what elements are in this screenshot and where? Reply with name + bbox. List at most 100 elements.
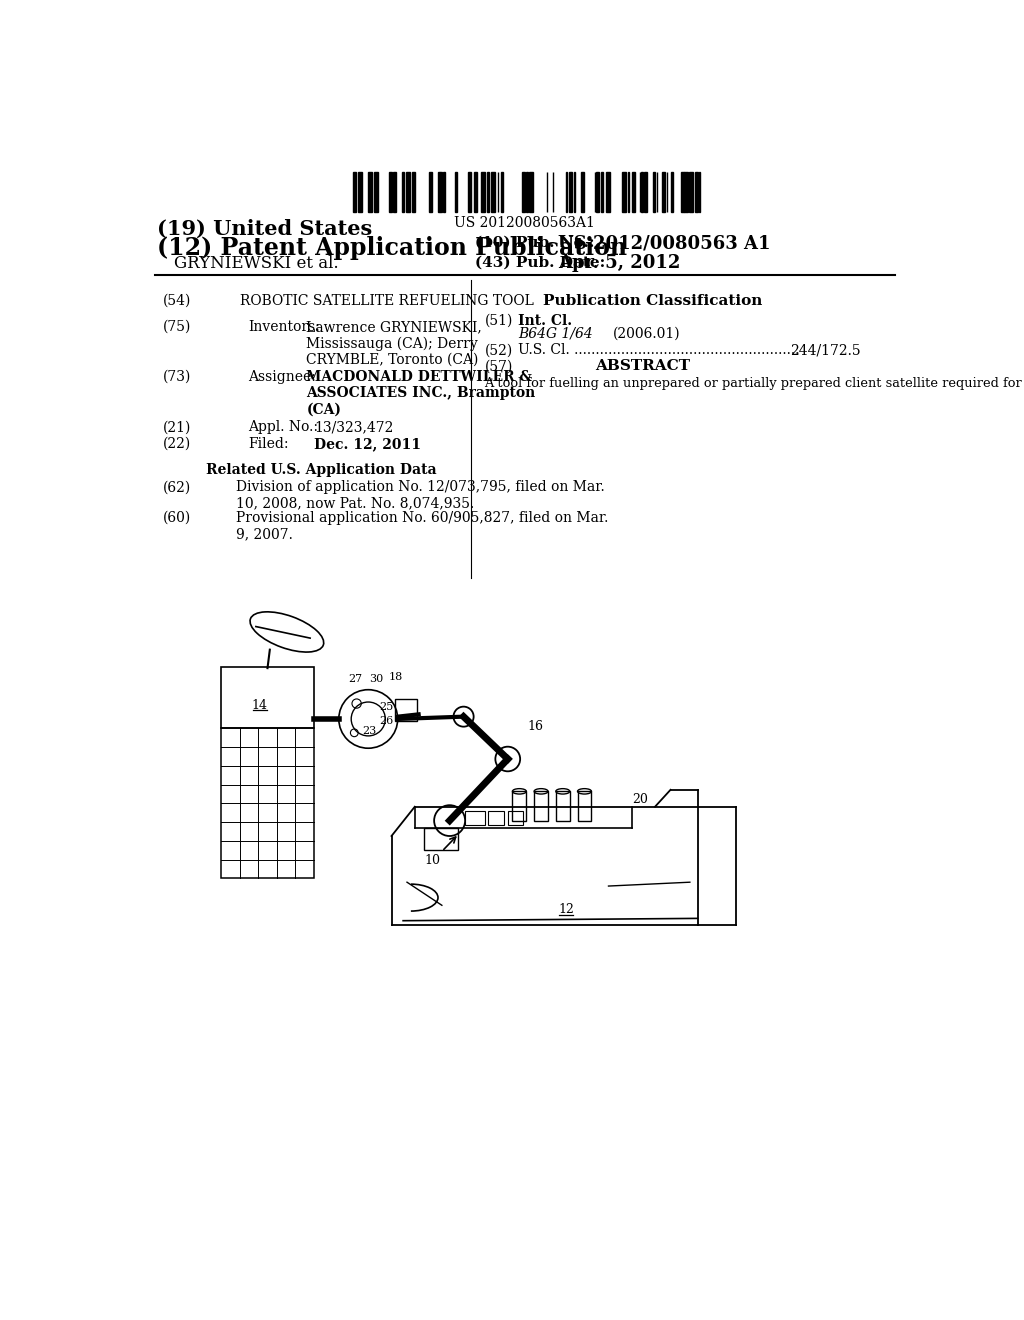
Text: (12) Patent Application Publication: (12) Patent Application Publication (158, 236, 628, 260)
Bar (221, 729, 314, 878)
Bar (358, 173, 362, 213)
Text: Apr. 5, 2012: Apr. 5, 2012 (558, 255, 681, 272)
Text: Inventors:: Inventors: (248, 321, 319, 334)
Text: (60): (60) (163, 511, 191, 525)
Bar (424, 829, 458, 850)
Bar (582, 173, 584, 213)
Text: Appl. No.:: Appl. No.: (248, 420, 318, 434)
Bar (601, 173, 603, 213)
Text: Provisional application No. 60/905,827, filed on Mar.
9, 2007.: Provisional application No. 60/905,827, … (237, 511, 609, 541)
Bar (556, 792, 569, 821)
Bar (393, 173, 396, 213)
Text: (19) United States: (19) United States (158, 219, 373, 239)
Text: (22): (22) (163, 437, 191, 451)
Bar (606, 173, 610, 213)
Bar (443, 173, 445, 213)
Bar (389, 173, 391, 213)
Bar (644, 173, 647, 213)
Bar (684, 173, 687, 213)
Bar (492, 173, 496, 213)
Bar (395, 700, 417, 721)
Text: (10) Pub. No.:: (10) Pub. No.: (475, 236, 595, 249)
Text: 12: 12 (558, 903, 573, 916)
Bar (488, 812, 504, 825)
Bar (438, 173, 439, 213)
Text: 30: 30 (369, 675, 383, 684)
Bar (641, 173, 643, 213)
Bar (535, 792, 548, 821)
Text: GRYNIEWSKI et al.: GRYNIEWSKI et al. (174, 255, 339, 272)
Text: (57): (57) (484, 359, 513, 374)
Bar (596, 173, 599, 213)
Text: A tool for fuelling an unprepared or partially prepared client satellite require: A tool for fuelling an unprepared or par… (484, 378, 1024, 391)
Bar (672, 173, 673, 213)
Text: (73): (73) (163, 370, 191, 384)
Text: 10: 10 (425, 854, 440, 867)
Text: 20: 20 (632, 792, 647, 805)
Text: Assignee:: Assignee: (248, 370, 316, 384)
Text: Filed:: Filed: (248, 437, 289, 451)
Text: 13/323,472: 13/323,472 (314, 420, 393, 434)
Bar (481, 173, 485, 213)
Text: MACDONALD DETTWILER &
ASSOCIATES INC., Brampton
(CA): MACDONALD DETTWILER & ASSOCIATES INC., B… (306, 370, 536, 417)
Bar (569, 173, 570, 213)
Text: Publication Classification: Publication Classification (543, 294, 762, 308)
Text: US 20120080563A1: US 20120080563A1 (455, 216, 595, 230)
Bar (508, 812, 523, 825)
Text: (51): (51) (484, 314, 513, 327)
Bar (375, 173, 378, 213)
Bar (695, 173, 697, 213)
Bar (522, 173, 525, 213)
Bar (578, 792, 592, 821)
Bar (681, 173, 684, 213)
Bar (352, 173, 356, 213)
Text: B64G 1/64: B64G 1/64 (518, 326, 593, 341)
Text: Lawrence GRYNIEWSKI,
Mississauga (CA); Derry
CRYMBLE, Toronto (CA): Lawrence GRYNIEWSKI, Mississauga (CA); D… (306, 321, 482, 367)
Text: 27: 27 (348, 675, 362, 684)
Text: 26: 26 (379, 715, 393, 726)
Text: 14: 14 (252, 698, 267, 711)
Bar (412, 173, 415, 213)
Text: U.S. Cl. .....................................................: U.S. Cl. ...............................… (518, 343, 799, 358)
Text: (54): (54) (163, 294, 191, 308)
Text: Related U.S. Application Data: Related U.S. Application Data (206, 462, 436, 477)
Bar (623, 173, 626, 213)
Text: 244/172.5: 244/172.5 (790, 343, 860, 358)
Bar (440, 173, 442, 213)
Text: (21): (21) (163, 420, 191, 434)
Text: 18: 18 (388, 672, 402, 682)
Bar (628, 173, 630, 213)
Bar (632, 173, 635, 213)
Text: (2006.01): (2006.01) (612, 326, 680, 341)
Bar (401, 173, 403, 213)
Text: (43) Pub. Date:: (43) Pub. Date: (475, 256, 605, 271)
Text: 23: 23 (361, 726, 376, 737)
Text: Dec. 12, 2011: Dec. 12, 2011 (314, 437, 421, 451)
Bar (652, 173, 655, 213)
Bar (528, 173, 532, 213)
Bar (662, 173, 665, 213)
Text: (52): (52) (484, 343, 513, 358)
Text: (75): (75) (163, 321, 191, 334)
Bar (465, 812, 484, 825)
Text: Int. Cl.: Int. Cl. (518, 314, 572, 327)
Text: 25: 25 (379, 702, 393, 713)
Bar (512, 792, 526, 821)
Bar (689, 173, 693, 213)
Text: ROBOTIC SATELLITE REFUELING TOOL: ROBOTIC SATELLITE REFUELING TOOL (241, 294, 535, 308)
Bar (369, 173, 372, 213)
Bar (566, 173, 567, 213)
Bar (455, 173, 457, 213)
Bar (407, 173, 410, 213)
Text: 16: 16 (527, 721, 543, 733)
Bar (429, 173, 432, 213)
Bar (501, 173, 503, 213)
Text: US 2012/0080563 A1: US 2012/0080563 A1 (558, 234, 771, 252)
Bar (486, 173, 489, 213)
Bar (526, 173, 528, 213)
Text: (62): (62) (163, 480, 191, 494)
Text: ABSTRACT: ABSTRACT (595, 359, 690, 374)
Bar (468, 173, 471, 213)
Text: Division of application No. 12/073,795, filed on Mar.
10, 2008, now Pat. No. 8,0: Division of application No. 12/073,795, … (237, 480, 605, 511)
Bar (221, 667, 314, 729)
